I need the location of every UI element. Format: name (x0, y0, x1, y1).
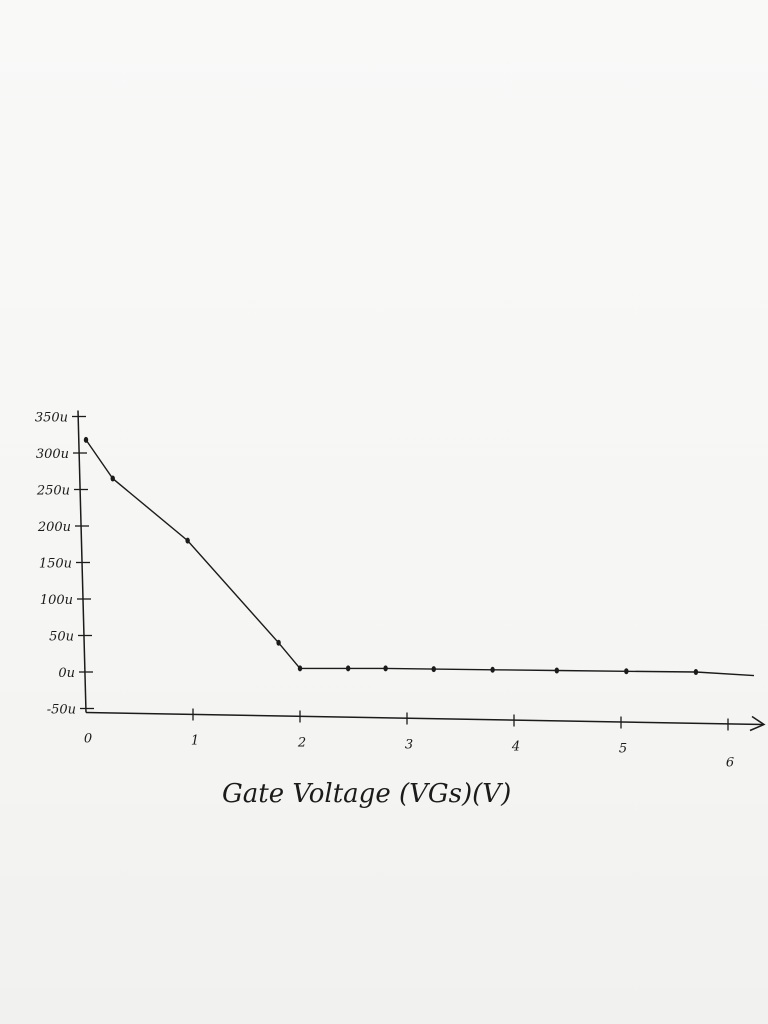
y-tick-label: 300u (36, 447, 69, 462)
data-point (83, 436, 89, 443)
x-axis-arrowhead (749, 715, 766, 732)
y-tick-label: 50u (49, 630, 74, 645)
data-point (185, 537, 190, 544)
y-tick-label: 350u (35, 411, 68, 426)
y-tick-label: 100u (40, 593, 73, 608)
x-tick-label: 1 (191, 734, 199, 749)
x-axis-title: Gate Voltage (VGs)(V) (222, 779, 511, 809)
y-axis-line (77, 410, 87, 713)
data-line (85, 439, 755, 677)
x-tick-label: 3 (405, 738, 413, 753)
data-point (276, 639, 281, 646)
y-tick-label: 200u (37, 520, 71, 535)
data-point (624, 668, 629, 675)
y-tick-label: 150u (39, 557, 72, 572)
data-point (490, 666, 495, 673)
data-point (345, 665, 351, 672)
data-point (693, 669, 699, 675)
x-tick-label: 2 (297, 736, 306, 751)
x-axis-ticks: 0 1 2 3 4 5 6 (84, 708, 734, 771)
data-point (554, 667, 559, 674)
data-point (297, 665, 303, 672)
y-tick-label: 250u (36, 484, 70, 499)
x-tick-label: 6 (726, 756, 734, 771)
y-tick-label: 0u (58, 666, 75, 681)
data-point (110, 475, 115, 482)
data-points (83, 436, 699, 675)
axes (77, 410, 766, 732)
x-tick-label: 4 (511, 740, 520, 755)
x-axis-line (85, 711, 765, 726)
data-point (431, 666, 436, 673)
y-tick-label: -50u (47, 703, 76, 718)
y-axis-ticks: 350u 300u 250u 200u 150u 100u 50u 0u -50u (35, 411, 94, 718)
x-tick-label: 0 (84, 732, 92, 747)
x-tick-label: 5 (619, 742, 627, 757)
data-point (383, 665, 388, 672)
